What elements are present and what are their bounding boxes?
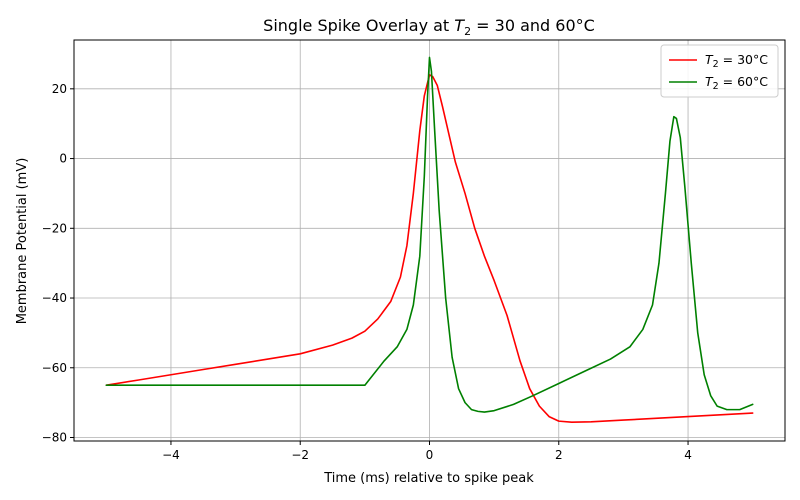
x-tick-label: 0	[426, 448, 434, 462]
y-tick-label: −60	[42, 361, 67, 375]
x-tick-label: 2	[555, 448, 563, 462]
x-axis-label: Time (ms) relative to spike peak	[323, 471, 534, 486]
y-tick-label: −40	[42, 291, 67, 305]
y-ticks: −80 −60 −40 −20 0 20	[42, 82, 74, 445]
series-layer	[105, 56, 754, 423]
legend-box	[660, 44, 779, 98]
x-tick-label: −2	[291, 448, 309, 462]
chart-title: Single Spike Overlay at T2 = 30 and 60°C	[263, 16, 595, 38]
legend-label-t2-30: T2 = 30°C	[705, 52, 768, 70]
series-line-t2-30	[105, 74, 754, 423]
y-axis-label: Membrane Potential (mV)	[15, 158, 30, 325]
y-tick-label: −80	[42, 431, 67, 445]
legend-label-t2-60: T2 = 60°C	[705, 74, 768, 92]
series-line-t2-60	[105, 56, 754, 413]
x-tick-label: 4	[684, 448, 692, 462]
x-tick-label: −4	[162, 448, 180, 462]
legend: T2 = 30°C T2 = 60°C	[660, 44, 779, 98]
y-tick-label: 20	[52, 82, 67, 96]
y-tick-label: −20	[42, 221, 67, 235]
x-ticks: −4 −2 0 2 4	[162, 441, 692, 462]
y-tick-label: 0	[59, 152, 67, 166]
